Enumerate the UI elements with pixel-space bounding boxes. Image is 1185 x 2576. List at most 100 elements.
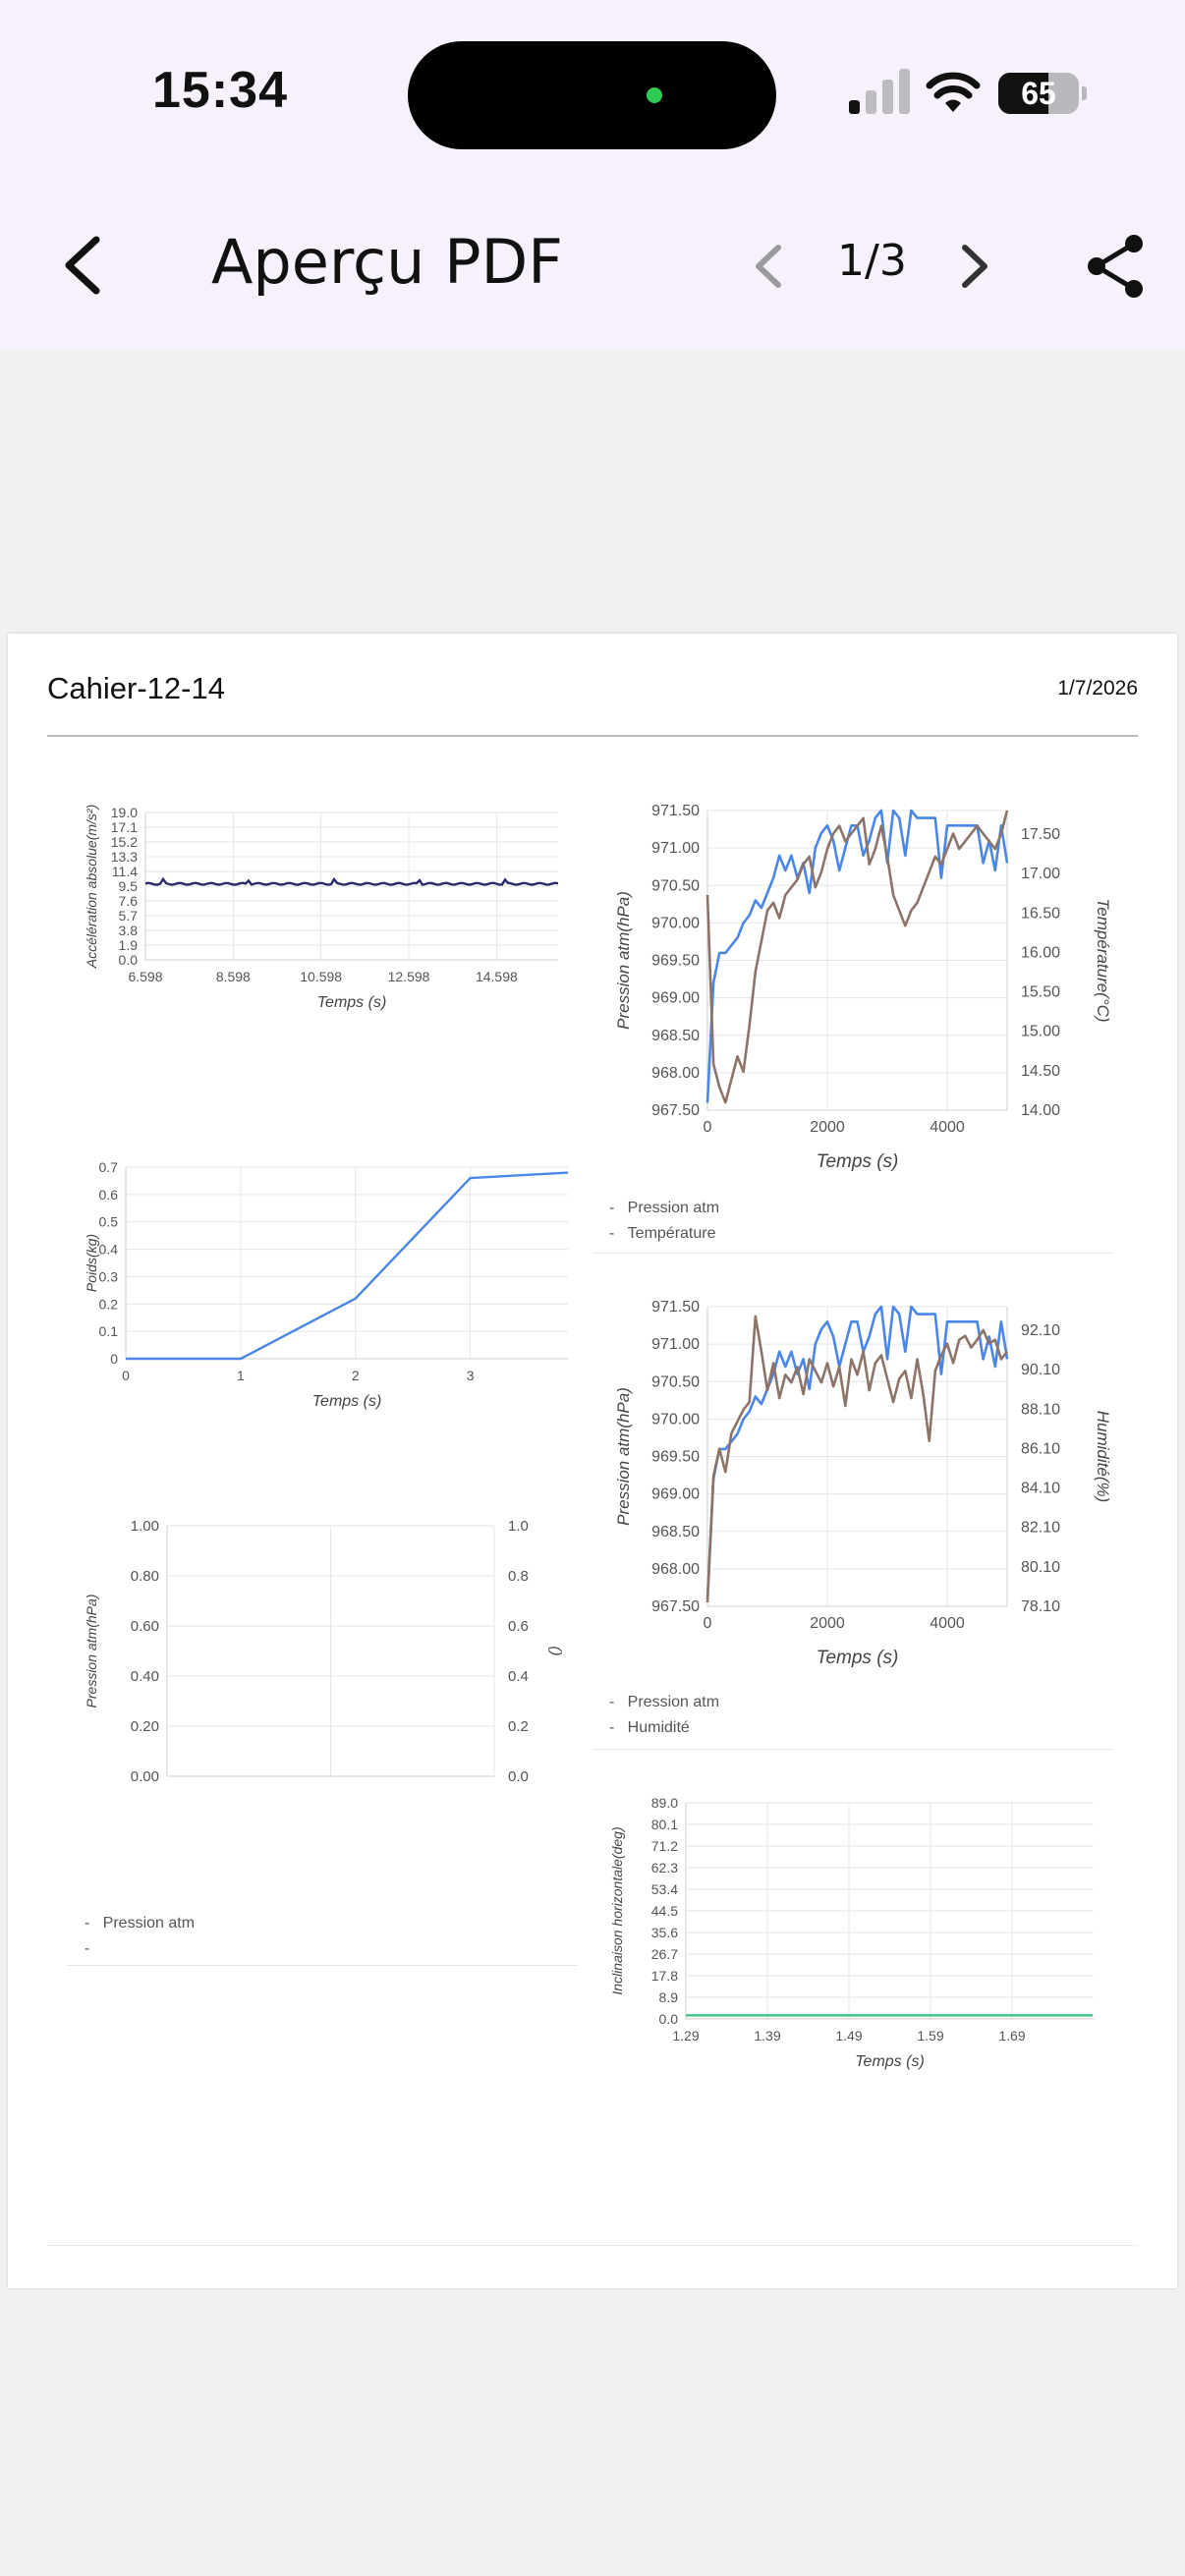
y-tick-label: 969.00 [651,1486,700,1503]
y-tick-label: 1.9 [119,937,139,953]
y-tick-label: 17.1 [111,819,138,835]
y2-axis-label: Température(°C) [1094,898,1112,1022]
y-tick-label: 0.5 [99,1214,119,1230]
x-tick-label: 3 [467,1368,475,1383]
y2-tick-label: 0.2 [508,1718,529,1735]
y-tick-label: 0.7 [99,1159,119,1175]
y-tick-label: 0.00 [131,1768,159,1781]
legend-pressure-temperature: - Pression atm - Température [609,1196,719,1247]
y-tick-label: 970.00 [651,1411,700,1428]
y-tick-label: 968.00 [651,1065,700,1082]
x-tick-label: 1.59 [917,2028,943,2044]
x-tick-label: 0 [122,1368,130,1383]
page-indicator: 1/3 [837,236,907,286]
previous-page-icon[interactable] [749,244,788,289]
x-axis-label: Temps (s) [817,1648,899,1668]
x-tick-label: 4000 [930,1119,965,1136]
y2-tick-label: 16.00 [1021,944,1060,961]
legend-pressure-empty: - Pression atm - [85,1911,195,1962]
x-axis-label: Temps (s) [817,1151,899,1172]
y-tick-label: 17.8 [651,1968,678,1984]
x-tick-label: 2000 [810,1615,845,1632]
inclination-chart: 89.0 80.1 71.2 62.3 53.4 44.5 35.6 26.7 17.8 8.9 0… [609,1795,1094,2070]
y-tick-label: 0.40 [131,1668,159,1685]
y2-tick-label: 84.10 [1021,1481,1060,1497]
y-tick-label: 967.50 [651,1598,700,1615]
x-tick-label: 4000 [930,1615,965,1632]
footer-divider [47,2245,1138,2246]
y-tick-label: 26.7 [651,1946,678,1962]
y-tick-label: 0.1 [99,1323,119,1339]
y-tick-label: 0.2 [99,1296,119,1312]
y2-tick-label: 0.8 [508,1568,529,1585]
y-tick-label: 0.0 [119,952,139,968]
battery-level: 65 [1021,76,1056,111]
y-tick-label: 969.00 [651,990,700,1007]
cellular-signal-icon [849,69,910,114]
y-axis-label: Pression atm(hPa) [84,1595,99,1708]
x-tick-label: 14.598 [476,969,518,984]
y-tick-label: 0.3 [99,1268,119,1284]
y2-tick-label: 14.00 [1021,1102,1060,1119]
y-tick-label: 89.0 [651,1795,678,1811]
x-tick-label: 1.29 [672,2028,699,2044]
y-tick-label: 968.00 [651,1561,700,1578]
y2-tick-label: 17.50 [1021,826,1060,843]
x-tick-label: 2000 [810,1119,845,1136]
y2-tick-label: 1.0 [508,1518,529,1535]
y-tick-label: 0.0 [659,2011,679,2027]
x-axis-label: Temps (s) [855,2053,925,2070]
legend-pressure-humidity: - Pression atm - Humidité [609,1690,719,1741]
x-tick-label: 2 [352,1368,360,1383]
wifi-icon [926,72,981,112]
pressure-humidity-chart: 971.50 971.00 970.50 970.00 969.50 969.00 968.… [614,1299,1112,1668]
x-axis-label: Temps (s) [317,994,387,1011]
pdf-page[interactable]: Cahier-12-14 1/7/2026 19.0 17.1 15.2 13.3 11… [8,634,1177,2288]
page-title: Aperçu PDF [211,226,563,298]
x-tick-label: 1.49 [835,2028,862,2044]
y-tick-label: 80.1 [651,1817,678,1832]
y-axis-label: Pression atm(hPa) [614,1387,633,1526]
series-line [144,876,559,886]
pressure-temperature-chart: 971.50 971.00 970.50 970.00 969.50 969.00 968.… [614,803,1112,1172]
document-date: 1/7/2026 [1057,677,1138,700]
y-tick-label: 13.3 [111,849,138,865]
y-tick-label: 971.00 [651,1336,700,1353]
y2-tick-label: 15.50 [1021,984,1060,1001]
navigation-bar [0,196,1185,349]
y2-tick-label: 14.50 [1021,1063,1060,1080]
y-tick-label: 15.2 [111,834,138,850]
status-time: 15:34 [152,62,288,119]
next-page-icon[interactable] [955,244,994,289]
y-tick-label: 11.4 [112,864,138,879]
y-tick-label: 970.50 [651,877,700,894]
x-axis-label: Temps (s) [312,1393,382,1410]
y-tick-label: 3.8 [119,923,139,938]
y2-tick-label: 0.6 [508,1618,529,1635]
y-tick-label: 53.4 [651,1881,678,1897]
legend-item: - Température [609,1225,716,1242]
legend-item: - Pression atm [609,1200,720,1216]
y-tick-label: 5.7 [119,908,139,924]
divider [592,1253,1113,1254]
back-chevron-icon[interactable] [59,234,106,297]
y2-tick-label: 0.0 [508,1768,529,1781]
y2-tick-label: 0.4 [508,1668,529,1685]
battery-icon: 65 [998,73,1087,114]
y-tick-label: 970.50 [651,1373,700,1390]
y-tick-label: 35.6 [651,1925,678,1940]
x-tick-label: 1.39 [754,2028,780,2044]
y-tick-label: 968.50 [651,1524,700,1540]
camera-indicator-icon [647,87,662,103]
divider [67,1965,578,1966]
header-divider [47,735,1138,737]
y2-tick-label: 17.00 [1021,866,1060,882]
y2-tick-label: 82.10 [1021,1520,1060,1537]
y2-tick-label: 16.50 [1021,905,1060,922]
divider [592,1749,1113,1750]
x-tick-label: 0 [704,1119,712,1136]
series-line-humidité [705,1315,1009,1603]
share-icon[interactable] [1081,232,1150,301]
y-tick-label: 0.6 [99,1187,119,1203]
y2-axis-label: () [547,1647,564,1656]
